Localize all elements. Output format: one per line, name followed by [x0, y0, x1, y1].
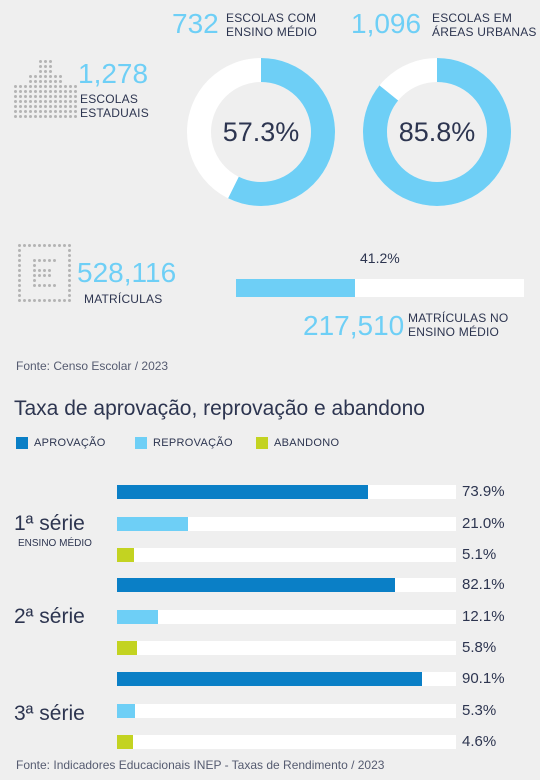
ensino-medio-caption-line1: ESCOLAS COM	[226, 11, 317, 25]
legend-swatch-aprovacao	[16, 437, 28, 449]
bar-track-3-aprovacao	[117, 672, 456, 686]
escolas-estaduais-caption-line1: ESCOLAS	[80, 92, 139, 106]
escolas-estaduais-caption: ESCOLAS ESTADUAIS	[80, 92, 149, 120]
escolas-estaduais-caption-line2: ESTADUAIS	[80, 106, 149, 120]
legend-swatch-abandono	[256, 437, 268, 449]
school-building-icon	[14, 60, 77, 118]
category-label-2: 2ª série	[14, 605, 85, 628]
bar-value-1-aprovacao: 73.9%	[462, 483, 505, 500]
matriculas-em-percent: 41.2%	[360, 250, 400, 266]
bar-value-2-aprovacao: 82.1%	[462, 576, 505, 593]
bar-value-1-reprovacao: 21.0%	[462, 515, 505, 532]
bar-track-3-abandono	[117, 735, 456, 749]
ensino-medio-donut-arc	[187, 58, 335, 206]
category-label-3: 3ª série	[14, 702, 85, 725]
ensino-medio-donut: 57.3%	[186, 57, 336, 207]
areas-urbanas-donut-arc	[363, 58, 511, 206]
matriculas-em-caption-line1: MATRÍCULAS NO	[408, 311, 509, 325]
bar-1-aprovacao	[117, 485, 368, 499]
bar-2-aprovacao	[117, 578, 396, 592]
legend-label-reprovacao: REPROVAÇÃO	[153, 437, 233, 449]
bar-track-2-aprovacao	[117, 578, 456, 592]
matriculas-em-progress-track	[236, 279, 524, 297]
censo-source: Fonte: Censo Escolar / 2023	[16, 359, 169, 373]
chart-title: Taxa de aprovação, reprovação e abandono	[14, 397, 425, 420]
matriculas-em-value: 217,510	[303, 310, 405, 341]
legend-label-aprovacao: APROVAÇÃO	[34, 437, 106, 449]
bar-2-reprovacao	[117, 610, 159, 624]
legend-item-aprovacao: APROVAÇÃO	[16, 437, 106, 449]
bar-value-1-abandono: 5.1%	[462, 546, 497, 563]
bar-value-3-reprovacao: 5.3%	[462, 702, 497, 719]
bar-3-reprovacao	[117, 704, 135, 718]
bar-value-2-reprovacao: 12.1%	[462, 608, 505, 625]
matriculas-em-caption-line2: ENSINO MÉDIO	[408, 325, 500, 339]
category-sublabel-1: ENSINO MÉDIO	[18, 538, 92, 549]
bar-2-abandono	[117, 641, 137, 655]
legend-label-abandono: ABANDONO	[274, 437, 340, 449]
legend-item-reprovacao: REPROVAÇÃO	[135, 437, 233, 449]
escolas-estaduais-value: 1,278	[78, 58, 149, 89]
areas-urbanas-value: 1,096	[351, 8, 422, 39]
bar-value-3-aprovacao: 90.1%	[462, 670, 505, 687]
enrollment-icon	[18, 244, 72, 304]
legend-swatch-reprovacao	[135, 437, 147, 449]
ensino-medio-percent: 57.3%	[222, 116, 300, 147]
bar-1-reprovacao	[117, 517, 189, 531]
bar-1-abandono	[117, 548, 135, 562]
bar-track-1-aprovacao	[117, 485, 456, 499]
bar-track-2-abandono	[117, 641, 456, 655]
bar-3-aprovacao	[117, 672, 423, 686]
areas-urbanas-caption-line2: ÁREAS URBANAS	[432, 25, 537, 39]
areas-urbanas-caption: ESCOLAS EM ÁREAS URBANAS	[432, 11, 537, 39]
legend-item-abandono: ABANDONO	[256, 437, 339, 449]
bar-value-3-abandono: 4.6%	[462, 733, 497, 750]
matriculas-em-progress-fill	[236, 279, 355, 297]
matriculas-caption: MATRÍCULAS	[84, 292, 163, 306]
areas-urbanas-donut: 85.8%	[362, 57, 512, 207]
bar-track-1-abandono	[117, 548, 456, 562]
category-label-1: 1ª série	[14, 512, 85, 535]
matriculas-em-caption: MATRÍCULAS NO ENSINO MÉDIO	[408, 311, 508, 339]
ensino-medio-value: 732	[172, 8, 219, 39]
bar-track-3-reprovacao	[117, 704, 456, 718]
areas-urbanas-caption-line1: ESCOLAS EM	[432, 11, 513, 25]
areas-urbanas-percent: 85.8%	[398, 116, 476, 147]
bar-value-2-abandono: 5.8%	[462, 639, 497, 656]
bar-track-1-reprovacao	[117, 517, 456, 531]
ensino-medio-caption: ESCOLAS COM ENSINO MÉDIO	[226, 11, 317, 39]
matriculas-value: 528,116	[77, 257, 177, 288]
bar-3-abandono	[117, 735, 133, 749]
bar-track-2-reprovacao	[117, 610, 456, 624]
ensino-medio-caption-line2: ENSINO MÉDIO	[226, 25, 318, 39]
inep-source: Fonte: Indicadores Educacionais INEP - T…	[16, 758, 385, 772]
